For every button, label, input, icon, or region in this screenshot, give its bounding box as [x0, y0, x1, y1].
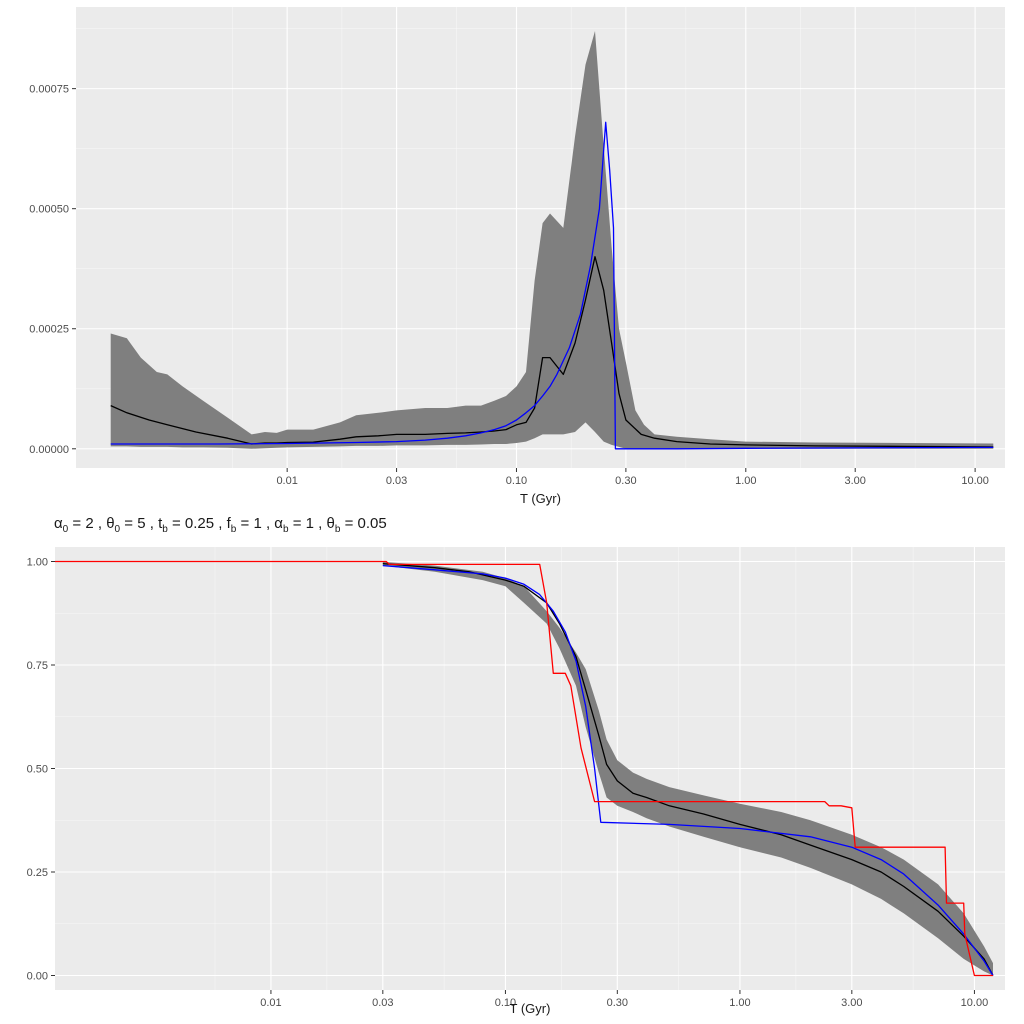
x-tick-label: 0.10	[506, 475, 527, 487]
y-tick-label: 0.25	[27, 867, 48, 879]
bottom-chart: 0.01 0.03 0.10 0.30 1.00 3.00 10.00 0.00 0.25 0.5…	[27, 547, 1005, 1016]
y-tick-label: 0.00075	[29, 84, 69, 96]
x-tick-label: 10.00	[961, 475, 989, 487]
x-tick-label: 0.03	[372, 997, 393, 1009]
top-chart: 0.01 0.03 0.10 0.30 1.00 3.00 10.00 0.00000 0.00…	[29, 7, 1005, 506]
bottom-chart-subtitle: α0 = 2 , θ0 = 5 , tb = 0.25 , fb = 1 , α…	[54, 515, 387, 535]
x-tick-label: 0.01	[260, 997, 281, 1009]
x-tick-label: 0.10	[495, 997, 516, 1009]
x-tick-label: 1.00	[735, 475, 756, 487]
thetab-value: 0.05	[357, 515, 387, 532]
y-tick-label: 0.00	[27, 971, 48, 983]
x-tick-label: 3.00	[841, 997, 862, 1009]
tb-value: 0.25	[184, 515, 215, 532]
x-tick-label: 0.30	[607, 997, 628, 1009]
bottom-series-line-1	[382, 564, 994, 976]
top-x-axis-title: T (Gyr)	[520, 491, 561, 506]
x-tick-label: 1.00	[729, 997, 750, 1009]
x-tick-label: 0.30	[615, 475, 636, 487]
alpha0-value: 2	[85, 515, 94, 532]
theta0-value: 5	[137, 515, 146, 532]
x-tick-label: 10.00	[961, 997, 989, 1009]
bottom-series-line-0	[382, 562, 994, 976]
x-tick-label: 3.00	[844, 475, 865, 487]
alphab-value: 1	[305, 515, 314, 532]
fb-value: 1	[253, 515, 262, 532]
y-tick-label: 0.75	[27, 660, 48, 672]
y-tick-label: 0.00050	[29, 204, 69, 216]
y-tick-label: 0.50	[27, 764, 48, 776]
bottom-x-axis-title: T (Gyr)	[510, 1001, 551, 1016]
top-uncertainty-band	[110, 31, 994, 449]
top-series-line-1	[110, 121, 994, 450]
x-tick-label: 0.03	[386, 475, 407, 487]
bottom-uncertainty-band	[382, 561, 993, 976]
y-tick-label: 0.00025	[29, 324, 69, 336]
bottom-series-line-2	[55, 560, 993, 977]
y-tick-label: 1.00	[27, 556, 48, 568]
y-tick-label: 0.00000	[29, 444, 69, 456]
x-tick-label: 0.01	[276, 475, 297, 487]
